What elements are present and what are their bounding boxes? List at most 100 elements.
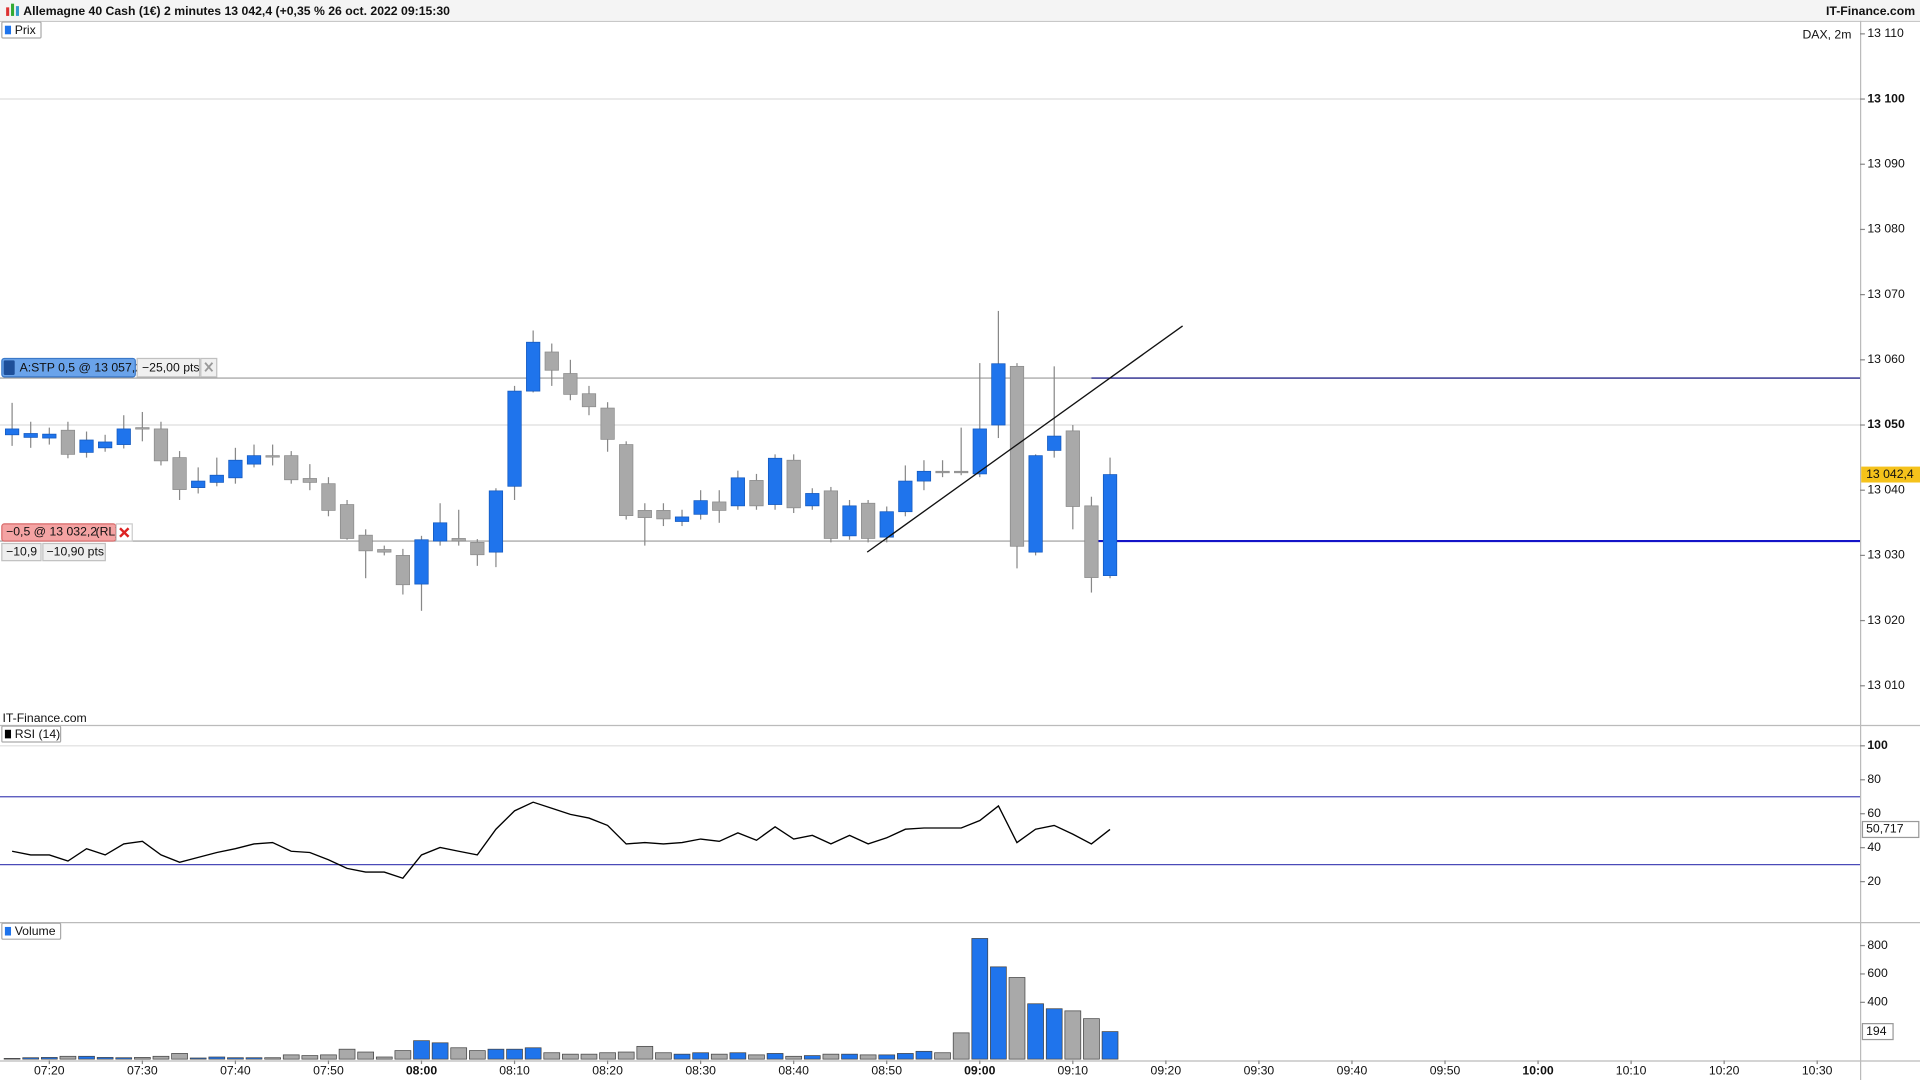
volume-bar — [524, 1047, 542, 1060]
candle-body — [916, 470, 932, 482]
volume-bar — [990, 966, 1007, 1060]
position-tag: (RL) — [96, 525, 120, 539]
candle-body — [433, 522, 448, 542]
volume-bar — [673, 1053, 691, 1060]
pnl-box — [1, 542, 42, 562]
candle-body — [972, 428, 987, 475]
volume-bar — [22, 1057, 40, 1060]
pnl-pts-box — [42, 542, 106, 562]
volume-bar — [878, 1054, 896, 1060]
y-tick-label: 13 070 — [1867, 287, 1905, 301]
panel-legend-swatch — [4, 25, 12, 35]
candle-body — [98, 441, 113, 449]
candle-body — [339, 504, 355, 539]
panel-legend-swatch — [4, 926, 12, 936]
x-tick-label: 09:50 — [1430, 1064, 1461, 1078]
y-tick-label: 13 090 — [1867, 156, 1905, 170]
volume-bar — [227, 1057, 244, 1060]
volume-bar — [413, 1040, 430, 1060]
order-cancel-icon — [204, 362, 214, 372]
volume-bar — [301, 1055, 319, 1060]
volume-bar — [1008, 977, 1026, 1060]
volume-bar — [40, 1057, 58, 1060]
y-tick-label: 600 — [1867, 966, 1888, 980]
candle-body — [1084, 505, 1099, 578]
x-tick-label: 09:30 — [1244, 1064, 1275, 1078]
volume-bar — [115, 1057, 133, 1060]
x-tick-label: 09:10 — [1058, 1064, 1089, 1078]
candle-body — [153, 428, 169, 462]
y-tick-label: 20 — [1867, 874, 1881, 888]
volume-bar — [1083, 1018, 1100, 1060]
candle-body — [414, 539, 429, 585]
candle-body — [712, 501, 727, 511]
candle-body — [805, 493, 820, 507]
candle-body — [749, 480, 764, 507]
x-tick-label: 08:50 — [871, 1064, 902, 1078]
trendline — [866, 325, 1184, 553]
volume-bar — [617, 1051, 635, 1060]
volume-bar — [134, 1057, 151, 1060]
candle-body — [767, 457, 783, 505]
volume-bar — [655, 1052, 672, 1060]
candle-body — [1028, 455, 1043, 553]
x-tick-label: 09:00 — [964, 1064, 995, 1078]
logo-bar — [6, 7, 10, 16]
y-tick-label: 13 010 — [1867, 678, 1905, 692]
x-tick-label: 09:20 — [1151, 1064, 1182, 1078]
x-tick-label: 08:10 — [499, 1064, 530, 1078]
y-tick-label: 13 050 — [1867, 417, 1905, 431]
candle-body — [1102, 474, 1118, 576]
y-tick-label: 80 — [1867, 772, 1881, 786]
volume-bar — [152, 1055, 170, 1060]
candle-body — [563, 373, 578, 395]
volume-bar — [562, 1053, 579, 1060]
y-tick-label: 100 — [1867, 738, 1888, 752]
volume-bar — [208, 1056, 226, 1060]
volume-bar — [1027, 1003, 1044, 1060]
candle-body — [60, 429, 76, 455]
y-tick-label: 800 — [1867, 938, 1888, 952]
panel-legend-label: Volume — [15, 924, 56, 938]
volume-bar — [394, 1050, 412, 1060]
panel-legend-label: RSI (14) — [15, 727, 61, 741]
volume-bar — [636, 1045, 654, 1060]
volume-bar — [710, 1053, 728, 1060]
volume-bar — [320, 1054, 337, 1060]
candle-body — [526, 341, 541, 392]
rsi-value-box — [1861, 820, 1920, 839]
candle-body — [1047, 435, 1062, 451]
volume-bar — [934, 1052, 951, 1060]
y-tick-label: 13 060 — [1867, 352, 1905, 366]
position-close-icon — [119, 527, 130, 538]
volume-bar — [1064, 1010, 1082, 1060]
volume-bar — [599, 1052, 616, 1060]
volume-value-label: 194 — [1866, 1024, 1887, 1038]
candle-body — [619, 444, 634, 516]
volume-bar — [357, 1051, 374, 1060]
logo-bar — [15, 6, 19, 16]
x-tick-label: 07:30 — [127, 1064, 158, 1078]
candle-body — [935, 470, 950, 474]
volume-bar — [171, 1053, 188, 1060]
volume-bar — [748, 1054, 765, 1060]
x-tick-label: 07:20 — [34, 1064, 65, 1078]
y-tick-label: 13 030 — [1867, 548, 1905, 562]
y-tick-label: 60 — [1867, 806, 1881, 820]
candle-body — [879, 511, 894, 538]
y-tick-label: 13 020 — [1867, 613, 1905, 627]
candle-body — [600, 407, 615, 440]
order-pts: −25,00 pts — [142, 361, 199, 375]
volume-bar — [785, 1055, 803, 1060]
volume-bar — [1045, 1008, 1063, 1060]
x-tick-label: 10:10 — [1616, 1064, 1647, 1078]
pnl-pts: −10,90 pts — [47, 544, 104, 558]
x-tick-label: 07:50 — [313, 1064, 344, 1078]
source-label: IT-Finance.com — [2, 711, 86, 725]
rsi-value-label: 50,717 — [1866, 822, 1904, 836]
y-tick-label: 13 080 — [1867, 222, 1905, 236]
volume-bar — [543, 1052, 561, 1060]
volume-value-box — [1861, 1023, 1894, 1041]
